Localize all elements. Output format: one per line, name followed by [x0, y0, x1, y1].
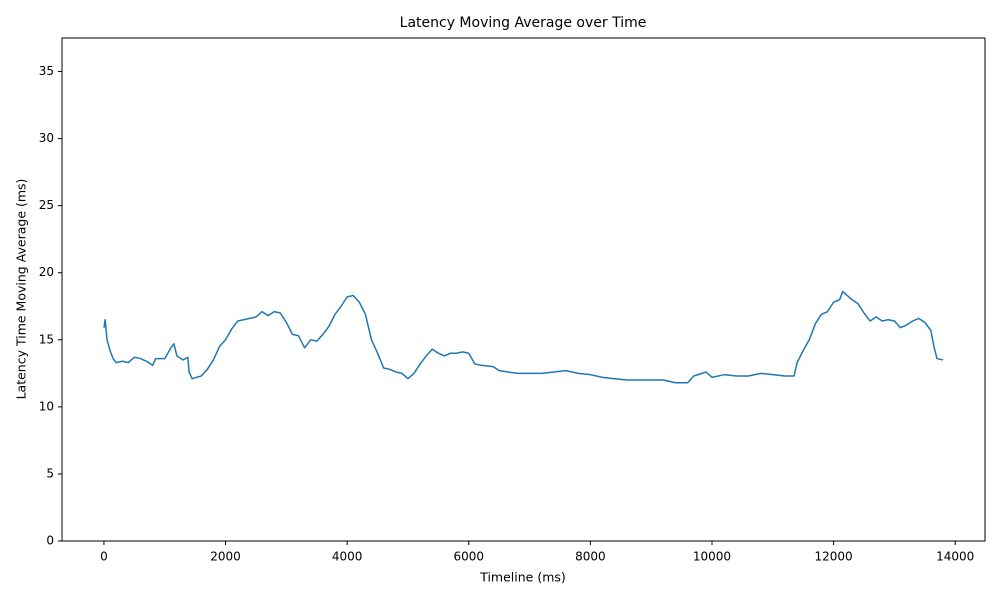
x-tick-label: 2000: [210, 550, 241, 564]
y-tick-label: 15: [39, 332, 54, 346]
x-tick-label: 8000: [575, 550, 606, 564]
x-tick-label: 10000: [693, 550, 731, 564]
x-tick-label: 12000: [815, 550, 853, 564]
y-axis-label: Latency Time Moving Average (ms): [14, 179, 29, 400]
y-tick-label: 20: [39, 265, 54, 279]
x-tick-label: 4000: [332, 550, 363, 564]
x-axis-label: Timeline (ms): [479, 570, 566, 585]
y-tick-label: 10: [39, 399, 54, 413]
chart-title: Latency Moving Average over Time: [400, 15, 647, 31]
y-tick-label: 30: [39, 131, 54, 145]
x-tick-label: 6000: [454, 550, 485, 564]
y-tick-label: 5: [46, 466, 54, 480]
plot-frame: [61, 37, 986, 542]
data-line: [103, 290, 944, 384]
x-tick-label: 0: [100, 550, 108, 564]
y-tick-label: 0: [46, 534, 54, 548]
x-tick-label: 14000: [936, 550, 974, 564]
y-tick-label: 25: [39, 198, 54, 212]
y-tick-label: 35: [39, 64, 54, 78]
